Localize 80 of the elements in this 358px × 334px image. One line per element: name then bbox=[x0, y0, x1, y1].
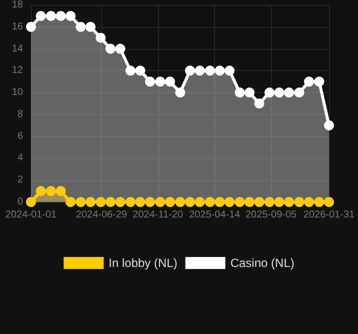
point bbox=[274, 197, 284, 207]
point bbox=[314, 197, 324, 207]
point bbox=[175, 197, 186, 207]
y-tick-label: 2 bbox=[17, 174, 24, 186]
point bbox=[184, 197, 195, 207]
y-tick-label: 4 bbox=[17, 152, 24, 164]
point bbox=[46, 10, 56, 21]
point bbox=[76, 22, 86, 32]
y-tick-label: 8 bbox=[17, 108, 24, 120]
legend-label: In lobby (NL) bbox=[108, 256, 178, 270]
point bbox=[96, 32, 106, 43]
point bbox=[274, 88, 284, 98]
point bbox=[264, 197, 274, 207]
point bbox=[234, 88, 245, 98]
point bbox=[324, 120, 334, 130]
point bbox=[324, 197, 334, 207]
point bbox=[145, 197, 156, 207]
point bbox=[125, 66, 136, 76]
y-tick-label: 10 bbox=[12, 87, 24, 98]
point bbox=[76, 197, 86, 207]
point bbox=[66, 10, 76, 21]
point bbox=[155, 76, 166, 87]
point bbox=[214, 197, 225, 207]
point bbox=[224, 66, 235, 76]
point bbox=[106, 44, 116, 54]
point bbox=[254, 98, 264, 108]
point bbox=[294, 197, 304, 207]
y-tick-label: 16 bbox=[12, 21, 24, 32]
point bbox=[36, 10, 46, 21]
point bbox=[115, 44, 126, 54]
x-tick-label: 2024-11-20 bbox=[132, 210, 184, 220]
point bbox=[106, 197, 116, 207]
point bbox=[135, 66, 146, 76]
y-tick-label: 18 bbox=[12, 0, 24, 10]
point bbox=[194, 66, 205, 76]
point bbox=[96, 197, 106, 207]
point bbox=[56, 10, 66, 21]
point bbox=[234, 197, 245, 207]
point bbox=[86, 22, 96, 32]
point bbox=[304, 76, 314, 87]
point bbox=[194, 197, 205, 207]
x-tick-label: 2024-01-01 bbox=[5, 210, 58, 220]
x-tick-label: 2025-09-05 bbox=[245, 210, 298, 220]
point bbox=[244, 88, 255, 98]
y-tick-label: 0 bbox=[17, 196, 24, 208]
legend-label: Casino (NL) bbox=[230, 256, 294, 270]
point bbox=[125, 197, 136, 207]
point bbox=[264, 88, 274, 98]
point bbox=[304, 197, 314, 207]
point bbox=[284, 88, 294, 98]
point bbox=[165, 197, 176, 207]
point bbox=[175, 88, 186, 98]
x-tick-label: 2024-06-29 bbox=[76, 210, 128, 220]
point bbox=[66, 197, 76, 207]
point bbox=[86, 197, 96, 207]
point bbox=[254, 197, 264, 207]
point bbox=[314, 76, 324, 87]
point bbox=[244, 197, 255, 207]
point bbox=[184, 66, 195, 76]
point bbox=[46, 186, 56, 196]
point bbox=[224, 197, 235, 207]
point bbox=[204, 66, 215, 76]
point bbox=[294, 88, 304, 98]
point bbox=[165, 76, 176, 87]
point bbox=[115, 197, 126, 207]
point bbox=[214, 66, 225, 76]
point bbox=[26, 22, 36, 32]
y-tick-label: 6 bbox=[17, 130, 24, 142]
point bbox=[135, 197, 146, 207]
point bbox=[155, 197, 166, 207]
y-tick-label: 14 bbox=[12, 43, 24, 54]
x-tick-label: 2026-01-31 bbox=[303, 210, 356, 220]
point bbox=[26, 197, 36, 207]
y-tick-label: 12 bbox=[12, 65, 24, 76]
point bbox=[56, 186, 66, 196]
point bbox=[36, 186, 46, 196]
point bbox=[284, 197, 294, 207]
point bbox=[145, 76, 156, 87]
x-tick-label: 2025-04-14 bbox=[189, 210, 241, 220]
point bbox=[204, 197, 215, 207]
